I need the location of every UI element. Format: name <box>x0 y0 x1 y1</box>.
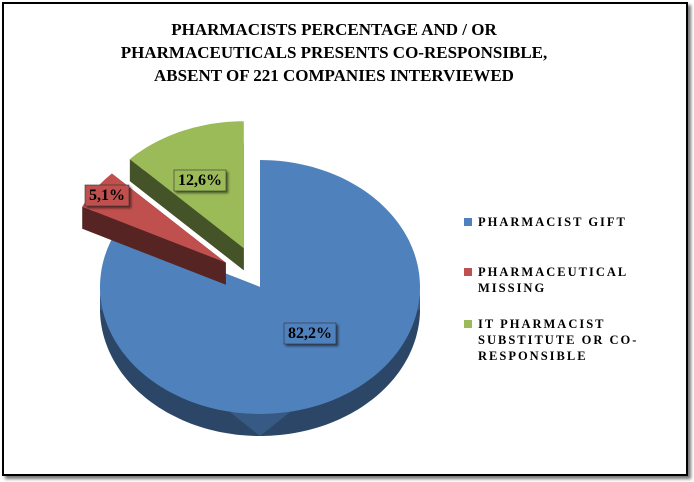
legend-item: PHARMACEUTICAL MISSING <box>464 264 678 296</box>
legend-item: IT PHARMACIST SUBSTITUTE OR CO-RESPONSIB… <box>464 316 678 364</box>
value-label: 12,6% <box>178 172 222 189</box>
value-label-box <box>283 322 337 345</box>
chart: PHARMACISTS PERCENTAGE AND / OR PHARMACE… <box>2 2 688 476</box>
value-label: 82,2% <box>288 325 332 342</box>
value-label-box <box>84 184 130 207</box>
legend-item: PHARMACIST GIFT <box>464 214 678 230</box>
value-label-box <box>173 169 227 192</box>
value-label: 5,1% <box>89 187 125 204</box>
legend-swatch <box>464 320 472 328</box>
slice-wall <box>129 159 244 271</box>
slice-wall <box>82 206 226 285</box>
legend-swatch <box>464 268 472 276</box>
legend-swatch <box>464 218 472 226</box>
slice <box>100 160 420 436</box>
pie-area: 82,2% 5,1% 12,6% <box>82 121 420 436</box>
slice-top <box>100 160 420 414</box>
chart-title: PHARMACISTS PERCENTAGE AND / OR PHARMACE… <box>120 20 548 85</box>
